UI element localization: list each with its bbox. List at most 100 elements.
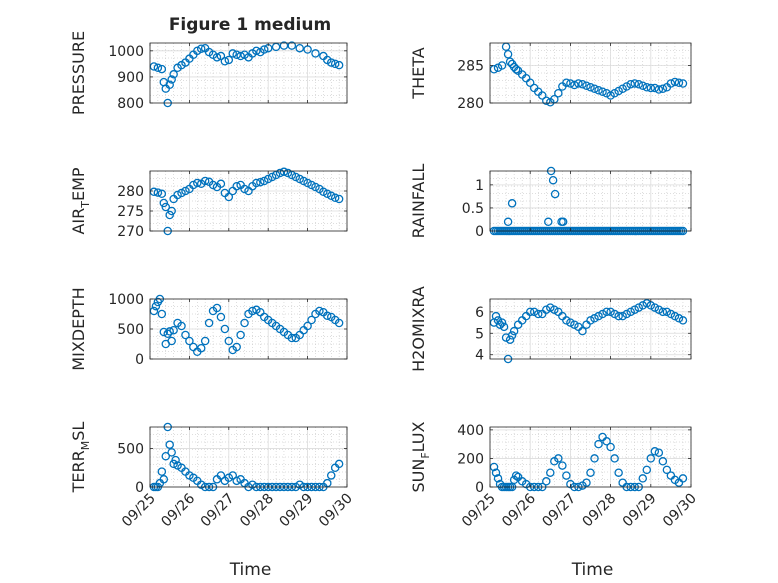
data-point (598, 309, 607, 319)
data-point (586, 316, 595, 325)
y-tick-label: 275 (117, 204, 144, 220)
data-point (650, 83, 660, 93)
data-point (326, 471, 336, 480)
y-axis-label: TERRMSL (69, 422, 92, 494)
y-tick-label: 285 (457, 59, 484, 75)
data-point (287, 333, 297, 343)
y-axis-label: MIXDEPTH (69, 287, 88, 370)
data-point (307, 180, 316, 190)
data-point (642, 465, 652, 475)
data-point (503, 217, 513, 227)
data-point (177, 321, 186, 331)
data-point (594, 439, 603, 449)
axes-box (149, 42, 348, 104)
data-point (666, 309, 676, 319)
data-point (582, 478, 591, 487)
data-point (153, 188, 163, 197)
data-point (252, 178, 261, 188)
y-tick-label: 280 (117, 184, 144, 200)
x-axis-label: Time (571, 560, 614, 580)
y-tick-label: 400 (457, 423, 484, 439)
data-point (554, 89, 563, 98)
data-point (507, 199, 517, 208)
data-point (334, 459, 344, 469)
data-point (220, 324, 230, 334)
data-point (606, 442, 615, 452)
y-axis-label: PRESSURE (69, 31, 88, 115)
y-tick-label: 900 (117, 70, 144, 86)
data-point (554, 454, 563, 463)
data-point (542, 96, 551, 106)
data-point (529, 307, 539, 317)
data-point (208, 180, 218, 190)
data-point (228, 49, 237, 58)
data-point (562, 78, 571, 88)
data-point (594, 311, 603, 321)
data-point (594, 86, 603, 95)
data-point (326, 58, 336, 67)
data-point (542, 305, 551, 314)
data-point (204, 318, 214, 328)
axes-box (149, 426, 348, 488)
data-point (654, 305, 664, 314)
y-axis-label: RAINFALL (409, 164, 428, 239)
data-point (212, 303, 222, 313)
data-point (638, 301, 648, 310)
y-axis-label-rest: LUX (409, 421, 428, 452)
data-point (167, 448, 176, 457)
data-point (185, 336, 194, 346)
data-point (610, 454, 619, 463)
axes-box (149, 170, 348, 232)
data-point (491, 468, 501, 477)
data-point (562, 471, 571, 480)
data-point (200, 336, 210, 346)
data-point (578, 80, 587, 89)
data-point (157, 189, 167, 199)
data-point (626, 80, 635, 89)
data-point (157, 64, 167, 74)
data-point (287, 41, 297, 50)
data-point (546, 468, 555, 477)
data-point (558, 461, 567, 470)
data-point (666, 79, 676, 88)
data-point (200, 176, 210, 186)
data-point (163, 329, 172, 339)
data-point (279, 167, 289, 177)
data-point (330, 193, 340, 203)
data-point (646, 83, 656, 93)
data-point (232, 50, 241, 59)
y-tick-label: 0 (475, 224, 484, 240)
data-point (618, 311, 627, 321)
axes-box (489, 170, 692, 232)
data-point (566, 79, 575, 88)
data-point (228, 471, 237, 480)
data-point (260, 176, 269, 186)
data-point (256, 177, 265, 187)
data-point (658, 84, 668, 94)
data-point (586, 83, 595, 92)
data-point (658, 457, 668, 466)
data-point (630, 305, 639, 314)
data-point (491, 311, 501, 321)
y-tick-label: 200 (457, 451, 484, 467)
data-point (260, 45, 269, 54)
data-point (165, 327, 174, 336)
data-point (295, 43, 304, 53)
data-point (626, 307, 635, 317)
y-tick-label: 500 (117, 442, 144, 458)
data-point (159, 198, 169, 208)
data-point (189, 180, 198, 190)
data-point (177, 188, 186, 198)
data-point (323, 189, 332, 199)
data-point (642, 299, 652, 308)
data-point (299, 176, 308, 186)
data-point (499, 322, 509, 332)
data-point (505, 335, 515, 344)
data-point (161, 202, 171, 212)
data-point (550, 305, 559, 314)
data-point (240, 184, 249, 194)
y-axis-label-base: TERR (69, 450, 88, 493)
data-point (291, 172, 301, 182)
